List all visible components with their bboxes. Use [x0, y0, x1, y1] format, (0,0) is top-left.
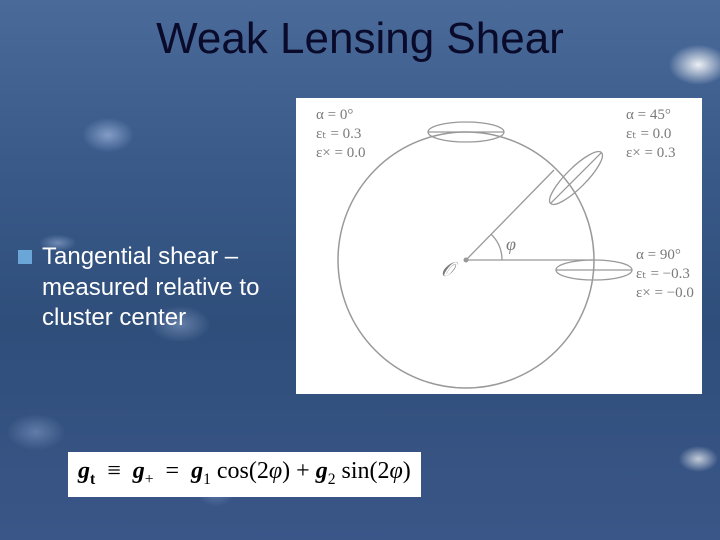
bullet-item: Tangential shear – measured relative to … — [18, 242, 278, 334]
label-alpha-90: α = 90° εₜ = −0.3 ε× = −0.0 — [636, 246, 694, 302]
shear-diagram: α = 0° εₜ = 0.3 ε× = 0.0 α = 45° εₜ = 0.… — [296, 98, 702, 394]
label-alpha-0: α = 0° εₜ = 0.3 ε× = 0.0 — [316, 106, 365, 162]
label-alpha-45: α = 45° εₜ = 0.0 ε× = 0.3 — [626, 106, 675, 162]
formula: gt ≡ g+ = g1 cos(2φ) + g2 sin(2φ) — [68, 452, 421, 497]
bullet-text: Tangential shear – measured relative to … — [42, 242, 278, 334]
bullet-square-icon — [18, 250, 32, 264]
slide-title: Weak Lensing Shear — [0, 14, 720, 64]
center-label: 𝒪 — [441, 258, 454, 283]
angle-label: φ — [506, 233, 516, 256]
